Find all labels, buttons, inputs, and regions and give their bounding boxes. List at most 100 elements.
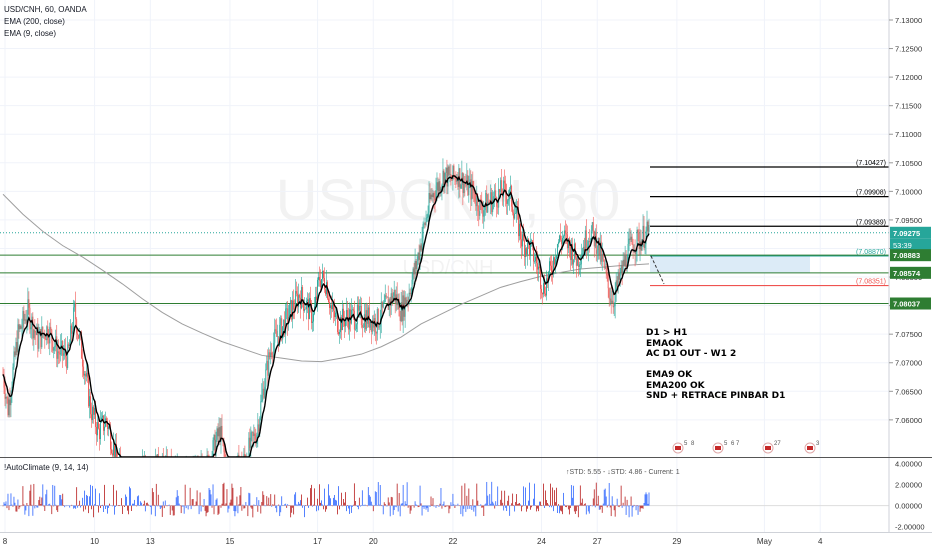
ema200-path	[2, 193, 650, 363]
candle-body	[545, 293, 546, 296]
indicator-axis[interactable]: 4.00000 2.00000 0.00000 -2.00000	[895, 459, 925, 531]
candle-body	[444, 172, 446, 187]
candle-body	[446, 167, 448, 187]
candle-body	[495, 190, 497, 198]
candle-body	[362, 327, 364, 328]
candle-body	[83, 366, 85, 376]
y-tick-label: 7.06500	[895, 387, 922, 396]
candle-body	[633, 250, 635, 253]
candle-body	[392, 295, 394, 303]
candle-body	[345, 309, 347, 319]
candle-body	[42, 326, 44, 335]
indicator-stats: ↑STD: 5.55 - ↓STD: 4.86 - Current: 1	[566, 469, 680, 476]
candle-body	[58, 351, 60, 353]
candle-body	[539, 266, 540, 269]
candle-body	[523, 234, 525, 241]
candle-body	[445, 167, 447, 173]
support-price-label-bg	[890, 266, 931, 279]
candle-body	[605, 267, 607, 274]
candle-body	[278, 336, 280, 345]
candle-body	[85, 373, 87, 377]
candle-body	[313, 313, 315, 322]
candle-body	[532, 240, 533, 243]
candle-body	[550, 261, 551, 266]
candle-body	[601, 254, 603, 262]
candle-body	[89, 396, 91, 407]
candle-body	[440, 188, 442, 193]
x-tick-label: 27	[593, 537, 602, 546]
candle-body	[64, 348, 66, 354]
x-tick-label: 24	[537, 537, 546, 546]
candle-body	[553, 257, 555, 265]
candle-body	[37, 326, 39, 349]
candle-body	[467, 175, 469, 196]
candle-body	[94, 408, 96, 415]
x-tick-label: 22	[448, 537, 457, 546]
ema9-legend[interactable]: EMA (9, close)	[4, 29, 57, 38]
candle-body	[381, 301, 383, 308]
candle-body	[237, 454, 239, 457]
candle-body	[423, 223, 425, 225]
event-flag-stripe	[807, 446, 813, 450]
support-price-label-bg	[890, 297, 931, 310]
candle-body	[291, 300, 293, 320]
candle-body	[565, 233, 567, 235]
candle-body	[77, 333, 79, 335]
candle-body	[598, 237, 600, 256]
candle-body	[571, 243, 573, 265]
candle-body	[254, 433, 256, 440]
candle-body	[603, 259, 605, 268]
candle-body	[548, 271, 549, 283]
candle-body	[34, 329, 36, 333]
candle-body	[111, 449, 112, 454]
candle-body	[96, 426, 98, 436]
candle-body	[116, 444, 117, 457]
candle-body	[590, 230, 592, 241]
candle-body	[71, 325, 73, 334]
candle-body	[578, 264, 580, 267]
indicator-title[interactable]: !AutoClimate (9, 14, 14)	[4, 463, 89, 472]
candle-body	[33, 329, 35, 339]
candle-body	[452, 165, 454, 181]
candle-body	[386, 296, 388, 298]
candle-body	[597, 237, 599, 251]
candle-body	[267, 360, 269, 376]
candle-body	[394, 289, 396, 303]
candle-body	[290, 300, 292, 305]
candle-body	[497, 206, 499, 208]
ema200-legend[interactable]: EMA (200, close)	[4, 17, 65, 26]
candle-body	[406, 299, 408, 305]
candle-body	[477, 195, 479, 212]
candle-body	[307, 299, 309, 302]
price-axis[interactable]: 7.13000 7.12500 7.12000 7.11500 7.11000 7.105…	[889, 16, 922, 425]
candle-body	[399, 316, 401, 321]
candle-body	[21, 327, 23, 329]
candle-body	[370, 322, 372, 332]
candle-body	[510, 185, 512, 190]
candle-body	[424, 223, 426, 225]
y-tick-label: 7.10500	[895, 159, 922, 168]
candle-body	[437, 182, 439, 192]
countdown-label: 53:39	[893, 241, 912, 250]
time-axis[interactable]: 8 10 13 15 17 20 22 24 27 29 May 4	[3, 537, 823, 546]
symbol-title[interactable]: USD/CNH, 60, OANDA	[4, 5, 87, 14]
candle-body	[244, 454, 246, 457]
level-label: (7.08351)	[856, 279, 886, 286]
candle-body	[321, 279, 322, 288]
candle-body	[615, 280, 617, 293]
candle-body	[561, 238, 563, 245]
candle-body	[347, 317, 349, 330]
event-count: 6 7	[731, 441, 740, 447]
candle-body	[547, 278, 548, 283]
x-tick-label: 17	[313, 537, 322, 546]
candle-body	[119, 455, 120, 457]
candle-body	[9, 399, 11, 406]
candle-body	[32, 316, 34, 339]
target-zone-box	[650, 255, 810, 274]
candle-body	[52, 341, 54, 351]
candle-body	[407, 299, 409, 301]
event-count: 8	[691, 441, 695, 447]
candle-body	[289, 304, 291, 318]
candle-body	[220, 425, 222, 442]
